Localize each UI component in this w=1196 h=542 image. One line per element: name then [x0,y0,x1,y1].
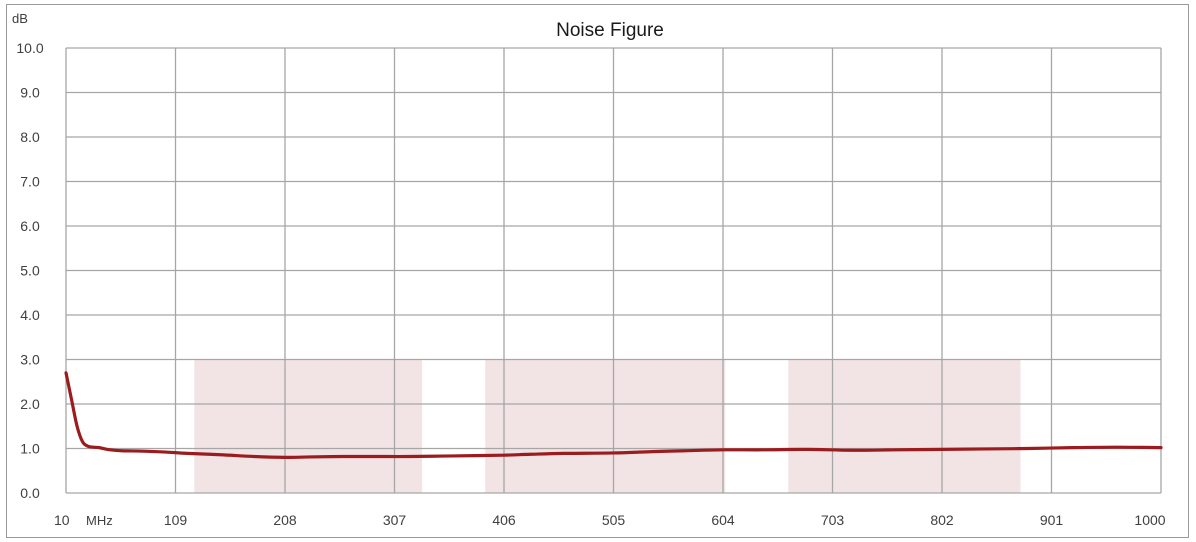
y-tick-label: 6.0 [20,218,40,234]
x-tick-labels: 10 109 208 307 406 505 604 703 802 901 1000 [54,512,1166,528]
y-tick-labels: 0.0 1.0 2.0 3.0 4.0 5.0 6.0 7.0 8.0 9.0 10.0 [16,40,43,501]
y-tick-label: 0.0 [20,485,40,501]
shaded-bands [194,359,1021,493]
y-tick-label: 10.0 [16,40,43,56]
x-tick-label: 1000 [1134,512,1165,528]
shaded-band-3 [788,359,1021,493]
series-layer [64,371,1163,460]
y-tick-label: 1.0 [20,441,40,457]
y-tick-label: 7.0 [20,174,40,190]
x-tick-label: 208 [273,512,297,528]
shaded-band-1 [194,359,423,493]
x-tick-label: 109 [164,512,188,528]
x-tick-label: 802 [930,512,954,528]
y-tick-label: 3.0 [20,352,40,368]
y-tick-label: 9.0 [20,85,40,101]
x-tick-label: 10 [54,512,70,528]
x-tick-label: 901 [1040,512,1064,528]
x-tick-label: 505 [602,512,626,528]
x-tick-label: 307 [383,512,407,528]
noise-figure-series-line [64,371,1163,460]
y-tick-label: 4.0 [20,307,40,323]
y-axis-unit: dB [12,11,28,26]
x-tick-label: 604 [711,512,735,528]
x-tick-label: 703 [821,512,845,528]
y-tick-label: 2.0 [20,396,40,412]
chart-title: Noise Figure [556,20,664,41]
shaded-band-2 [485,359,726,493]
y-tick-label: 5.0 [20,263,40,279]
grid-lines [65,47,1162,494]
y-tick-label: 8.0 [20,129,40,145]
x-axis-unit: MHz [86,513,113,528]
x-tick-label: 406 [492,512,516,528]
